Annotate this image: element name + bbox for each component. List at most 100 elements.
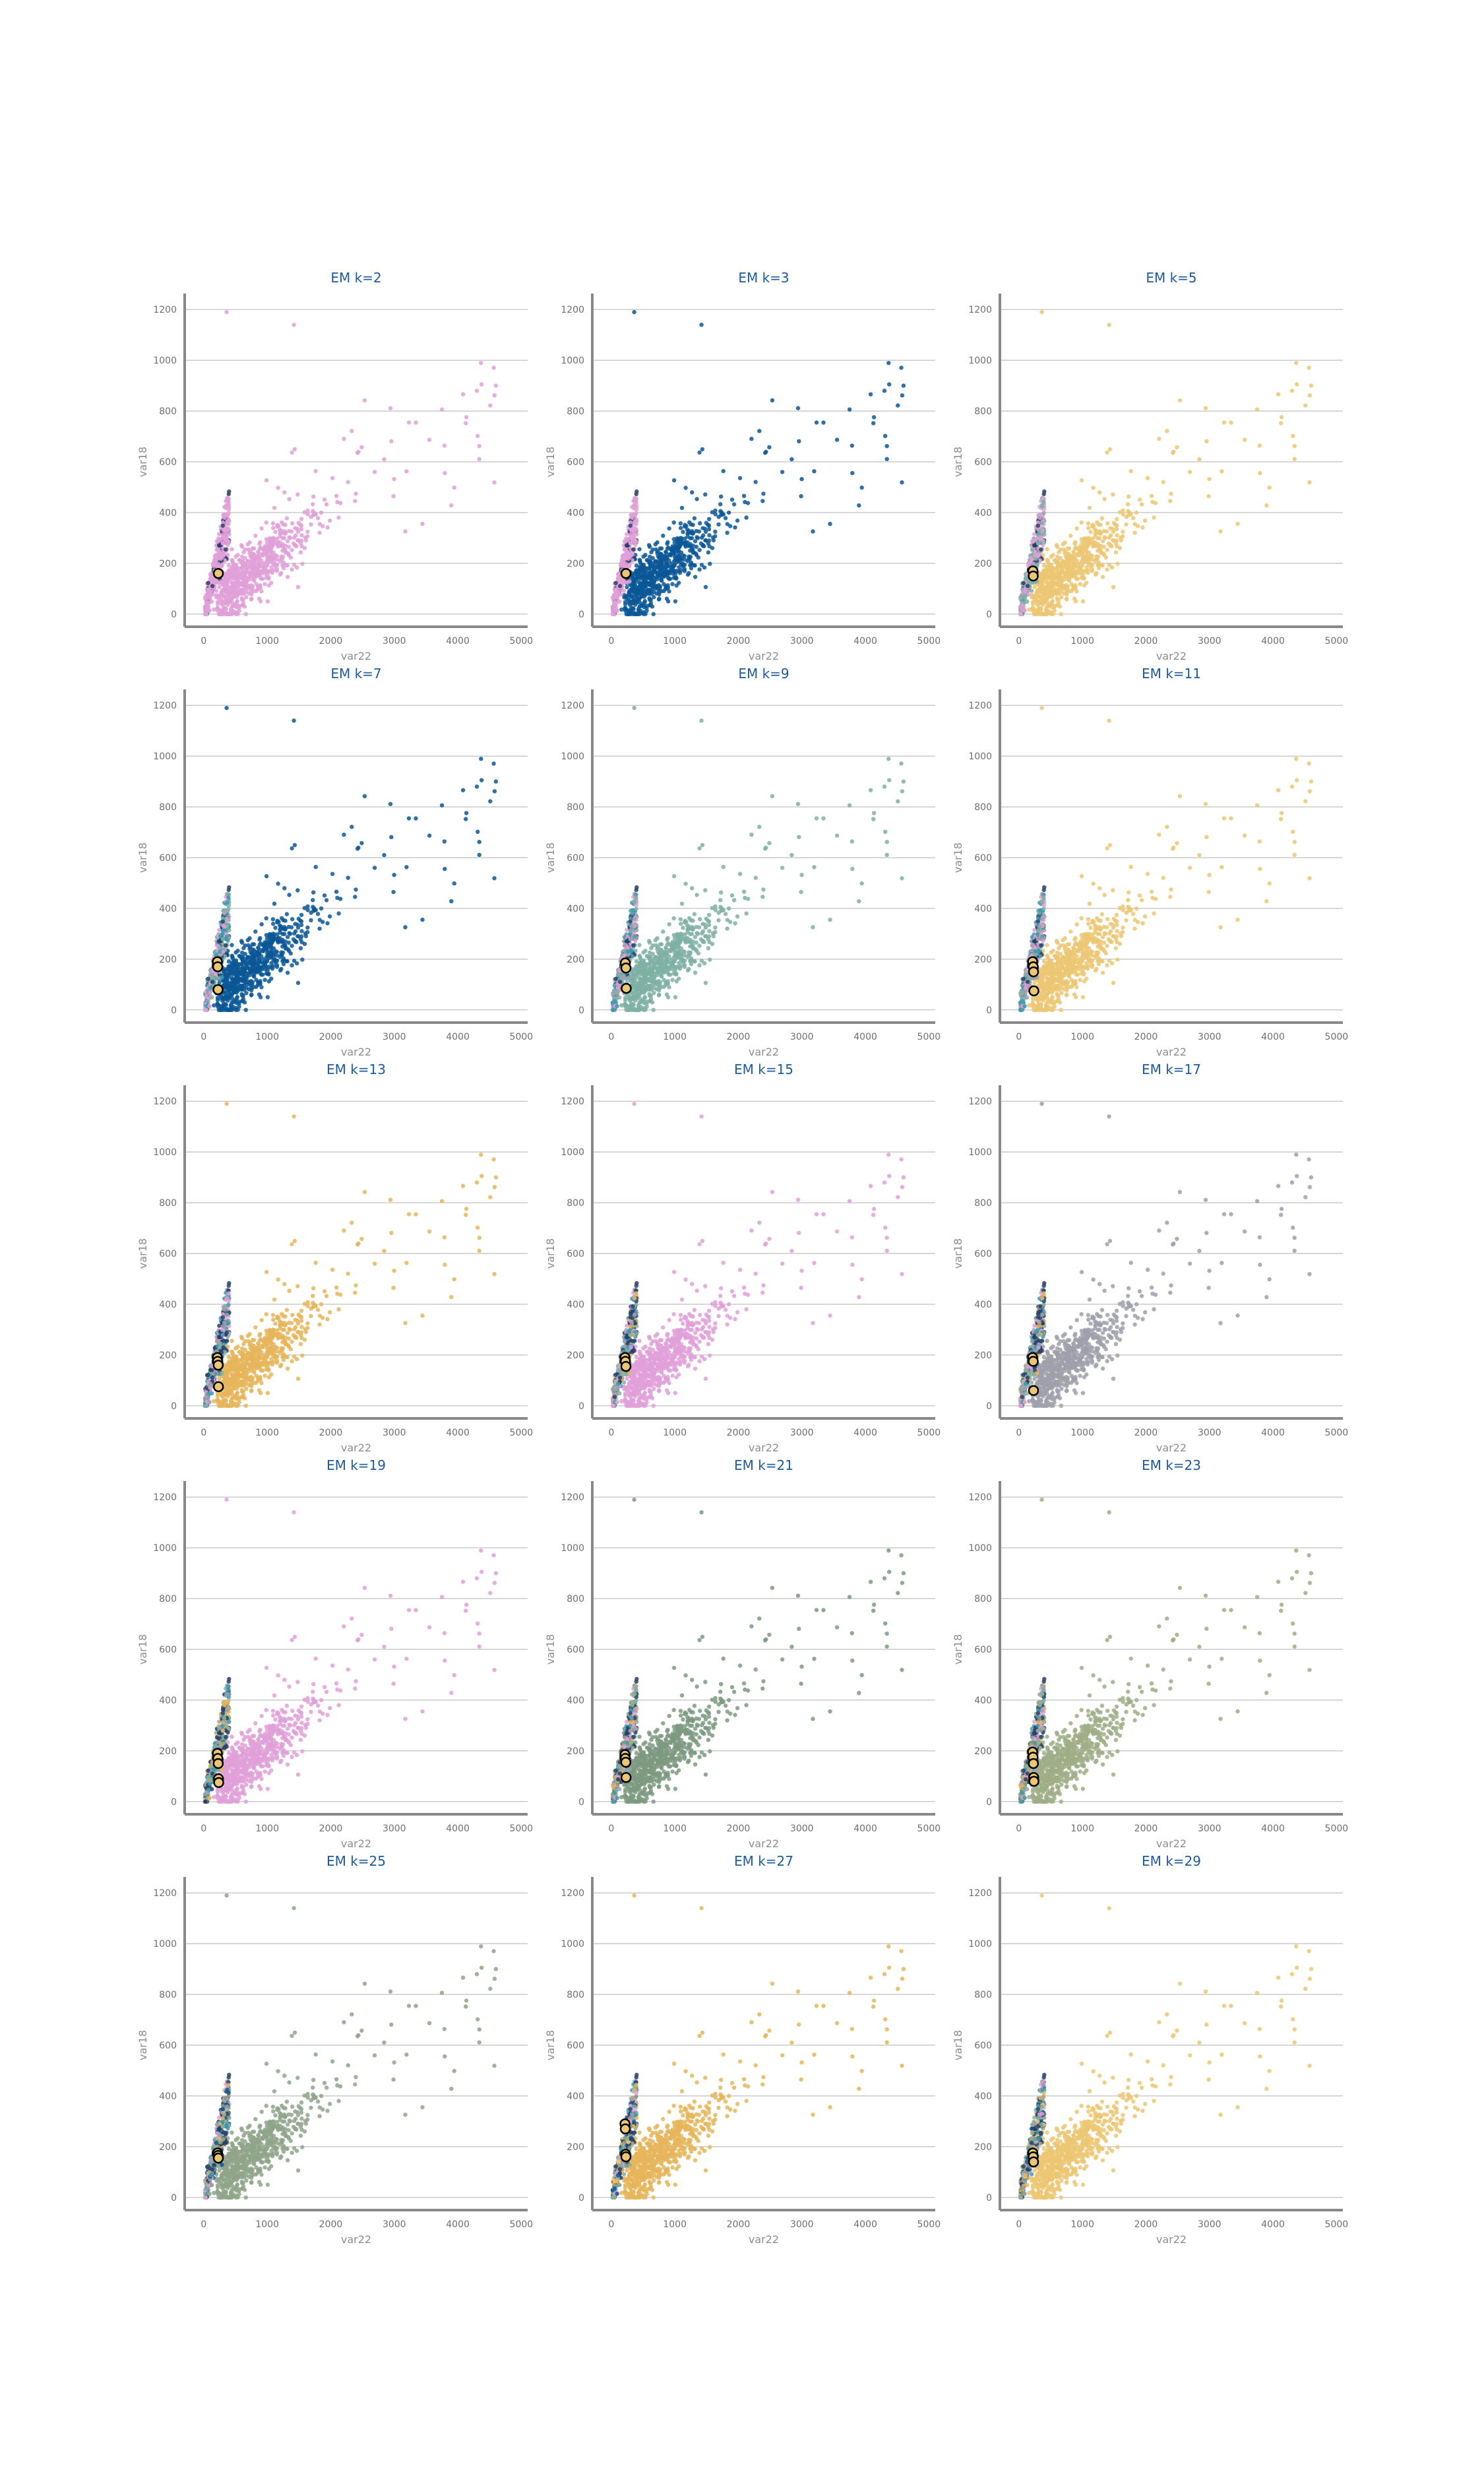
data-point (650, 555, 655, 561)
y-tick-label: 1200 (561, 305, 584, 315)
data-point (460, 788, 466, 792)
data-point (631, 513, 635, 517)
data-point (276, 920, 281, 924)
data-point (753, 480, 758, 484)
data-point (1036, 532, 1040, 537)
data-point (239, 987, 244, 992)
y-tick-label: 0 (986, 610, 992, 620)
data-point (1030, 606, 1035, 610)
data-point (667, 526, 671, 531)
data-point (295, 492, 300, 497)
data-point (290, 846, 294, 851)
data-point (389, 835, 394, 840)
data-point (226, 511, 231, 515)
data-point (650, 582, 654, 587)
data-point (1087, 538, 1092, 544)
data-point (249, 592, 254, 597)
y-tick-label: 400 (974, 508, 992, 519)
data-point (491, 365, 496, 370)
data-point (623, 606, 627, 610)
data-point (240, 993, 245, 998)
data-point (284, 912, 290, 916)
data-point (253, 929, 258, 934)
data-point (828, 521, 832, 526)
data-point (264, 520, 268, 525)
data-point (240, 597, 245, 602)
data-point (230, 557, 234, 562)
data-point (1289, 389, 1295, 393)
data-point (737, 476, 743, 480)
y-tick-label: 1200 (153, 701, 177, 711)
data-point (226, 895, 231, 900)
data-point (392, 873, 396, 877)
data-point (693, 575, 698, 579)
data-point (1074, 558, 1079, 563)
data-point (354, 492, 358, 496)
data-point (272, 538, 276, 544)
data-point (697, 567, 702, 572)
data-point (391, 889, 396, 895)
data-point (264, 575, 268, 580)
data-point (220, 975, 224, 980)
data-point (1124, 522, 1128, 526)
data-point (298, 550, 303, 555)
data-point (643, 949, 648, 953)
data-point (1067, 577, 1071, 583)
data-point (696, 555, 701, 560)
data-point (1165, 429, 1169, 433)
data-point (1218, 529, 1223, 534)
y-tick-label: 600 (974, 457, 992, 468)
data-point (735, 518, 740, 523)
data-point (268, 540, 272, 544)
data-point (247, 571, 252, 577)
data-point (264, 971, 268, 976)
data-point (1152, 515, 1156, 520)
data-point (1063, 540, 1067, 545)
data-point (1126, 502, 1130, 507)
data-point (699, 323, 704, 327)
data-point (1030, 548, 1035, 552)
data-point (628, 532, 633, 537)
data-point (243, 1007, 248, 1013)
data-point (723, 516, 728, 521)
data-point (1103, 555, 1109, 560)
data-point (648, 597, 652, 602)
data-point (256, 965, 261, 969)
data-point (700, 922, 705, 926)
data-point (271, 922, 276, 926)
data-point (256, 565, 261, 570)
data-point (642, 994, 648, 999)
data-point (1058, 555, 1063, 561)
data-point (305, 512, 310, 517)
data-point (299, 538, 304, 543)
data-point (691, 550, 696, 555)
y-tick-label: 400 (159, 904, 177, 914)
data-point (667, 922, 671, 927)
data-point (679, 538, 684, 544)
data-point (1307, 480, 1312, 485)
data-point (292, 535, 297, 540)
data-point (290, 567, 294, 572)
data-point (311, 494, 316, 499)
data-point (264, 537, 268, 542)
x-tick-label: 2000 (727, 636, 751, 647)
data-point (1098, 544, 1103, 548)
cluster-center (620, 567, 632, 579)
data-point (700, 447, 705, 452)
data-point (285, 970, 290, 975)
data-point (247, 947, 252, 951)
data-point (449, 899, 454, 904)
data-point (330, 872, 335, 876)
data-point (222, 528, 227, 533)
data-point (263, 978, 267, 982)
data-point (1030, 602, 1036, 606)
data-point (291, 937, 296, 942)
data-point (226, 600, 231, 604)
data-point (222, 558, 228, 563)
data-point (871, 421, 876, 426)
data-point (1137, 497, 1142, 502)
data-point (257, 942, 263, 947)
data-point (1068, 533, 1073, 538)
data-point (259, 922, 264, 927)
data-point (1079, 520, 1084, 525)
